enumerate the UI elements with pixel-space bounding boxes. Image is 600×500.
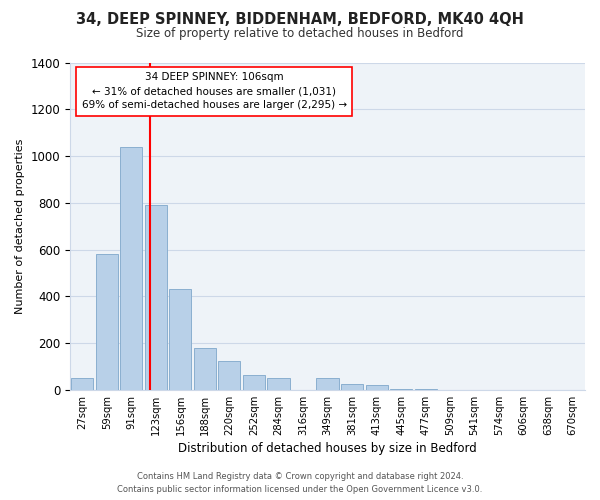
Text: Contains HM Land Registry data © Crown copyright and database right 2024.
Contai: Contains HM Land Registry data © Crown c… (118, 472, 482, 494)
X-axis label: Distribution of detached houses by size in Bedford: Distribution of detached houses by size … (178, 442, 477, 455)
Text: 34, DEEP SPINNEY, BIDDENHAM, BEDFORD, MK40 4QH: 34, DEEP SPINNEY, BIDDENHAM, BEDFORD, MK… (76, 12, 524, 28)
Bar (243, 374, 265, 390)
Bar (145, 205, 167, 390)
Bar (365, 385, 388, 390)
Bar (120, 146, 142, 390)
Bar (268, 378, 290, 390)
Bar (194, 348, 216, 390)
Text: Size of property relative to detached houses in Bedford: Size of property relative to detached ho… (136, 28, 464, 40)
Bar (390, 388, 412, 390)
Text: 34 DEEP SPINNEY: 106sqm
← 31% of detached houses are smaller (1,031)
69% of semi: 34 DEEP SPINNEY: 106sqm ← 31% of detache… (82, 72, 347, 110)
Bar (218, 360, 241, 390)
Y-axis label: Number of detached properties: Number of detached properties (15, 138, 25, 314)
Bar (316, 378, 338, 390)
Bar (341, 384, 363, 390)
Bar (96, 254, 118, 390)
Bar (169, 290, 191, 390)
Bar (71, 378, 94, 390)
